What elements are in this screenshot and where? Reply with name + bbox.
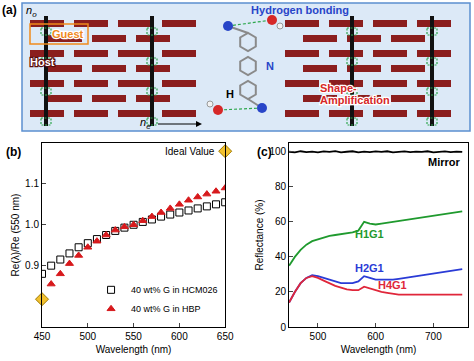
svg-text:(a): (a) — [2, 3, 17, 17]
svg-text:H1G1: H1G1 — [355, 228, 384, 240]
svg-text:Amplification: Amplification — [320, 94, 390, 106]
svg-text:600: 600 — [367, 331, 384, 342]
svg-text:Guest: Guest — [52, 28, 84, 40]
svg-text:550: 550 — [125, 331, 142, 342]
svg-text:1.0: 1.0 — [25, 219, 39, 230]
svg-text:Wavelength (nm): Wavelength (nm) — [96, 344, 172, 355]
svg-text:Ideal Value: Ideal Value — [165, 146, 215, 157]
svg-text:500: 500 — [79, 331, 96, 342]
svg-text:Wavelength (nm): Wavelength (nm) — [341, 344, 417, 355]
svg-text:40 wt% G in HBP: 40 wt% G in HBP — [131, 304, 201, 314]
svg-text:N: N — [266, 60, 274, 72]
svg-text:Re(λ)/Re (550 nm): Re(λ)/Re (550 nm) — [10, 194, 21, 277]
svg-text:40 wt% G in HCM026: 40 wt% G in HCM026 — [131, 285, 218, 295]
svg-text:H: H — [226, 88, 234, 100]
svg-text:700: 700 — [425, 331, 442, 342]
svg-text:650: 650 — [217, 331, 234, 342]
svg-text:60: 60 — [275, 216, 287, 227]
svg-text:0: 0 — [281, 322, 287, 333]
svg-text:1.1: 1.1 — [25, 178, 39, 189]
svg-text:H2G1: H2G1 — [355, 262, 384, 274]
svg-text:500: 500 — [310, 331, 327, 342]
svg-text:Host: Host — [30, 56, 55, 68]
svg-text:Shape-: Shape- — [320, 82, 357, 94]
svg-text:no: no — [26, 4, 37, 19]
svg-text:Hydrogen bonding: Hydrogen bonding — [251, 4, 349, 16]
svg-text:H4G1: H4G1 — [378, 279, 407, 291]
svg-text:Mirror: Mirror — [428, 156, 461, 168]
svg-text:(c): (c) — [257, 145, 272, 159]
svg-text:Reflectance (%): Reflectance (%) — [254, 199, 265, 270]
svg-text:40: 40 — [275, 251, 287, 262]
svg-text:ne: ne — [140, 116, 151, 131]
svg-text:20: 20 — [275, 286, 287, 297]
svg-text:450: 450 — [34, 331, 51, 342]
svg-text:80: 80 — [275, 181, 287, 192]
svg-text:600: 600 — [171, 331, 188, 342]
svg-text:(b): (b) — [6, 145, 21, 159]
svg-text:100: 100 — [269, 146, 286, 157]
svg-text:0.9: 0.9 — [25, 260, 39, 271]
